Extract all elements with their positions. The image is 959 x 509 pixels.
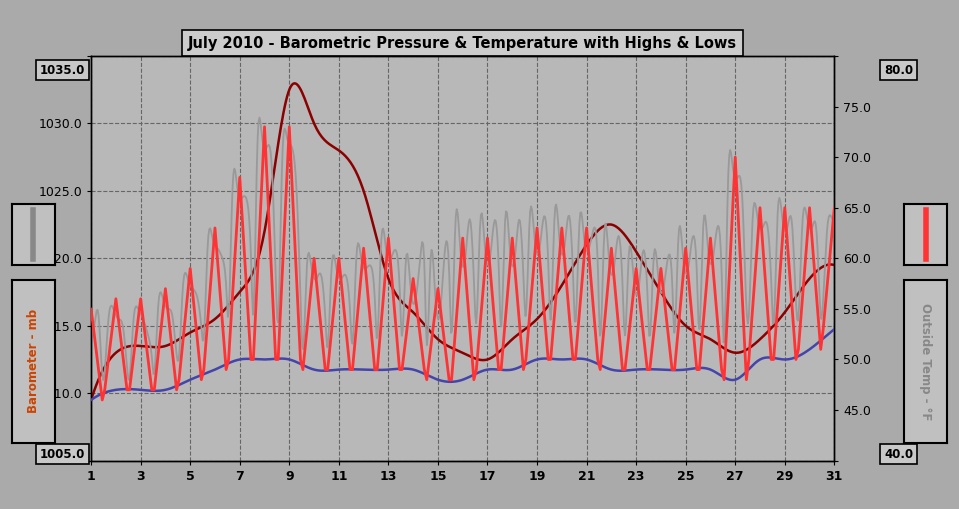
Title: July 2010 - Barometric Pressure & Temperature with Highs & Lows: July 2010 - Barometric Pressure & Temper… xyxy=(188,36,737,51)
Text: 1035.0: 1035.0 xyxy=(39,64,85,77)
Text: 80.0: 80.0 xyxy=(884,64,913,77)
Text: 1005.0: 1005.0 xyxy=(39,447,85,461)
Text: Outside Temp - °F: Outside Temp - °F xyxy=(920,303,932,420)
Text: 40.0: 40.0 xyxy=(884,447,913,461)
Text: Barometer - mb: Barometer - mb xyxy=(27,309,39,413)
